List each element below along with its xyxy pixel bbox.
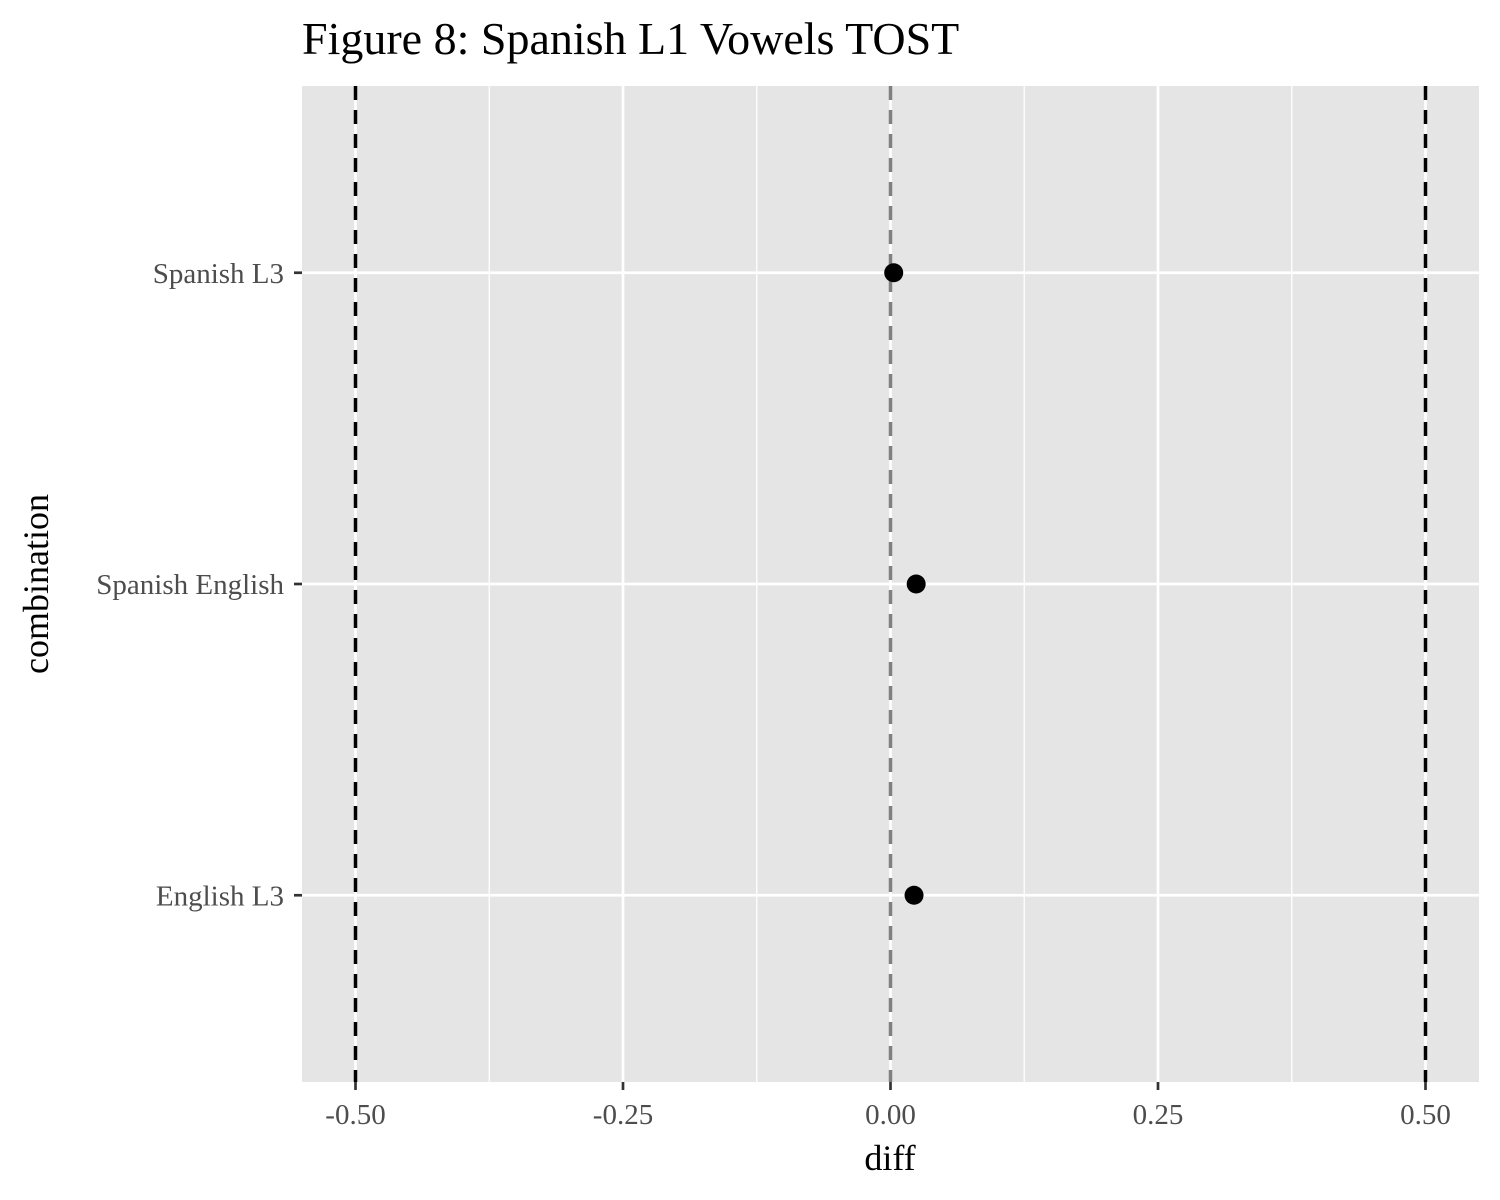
x-tick-label: -0.50 — [325, 1099, 385, 1131]
y-tick-label: English L3 — [156, 880, 284, 912]
x-axis-title: diff — [864, 1138, 915, 1178]
x-tick-label: 0.25 — [1133, 1099, 1184, 1131]
data-point — [884, 263, 904, 283]
y-tick-label: Spanish English — [96, 569, 284, 601]
y-axis-title: combination — [16, 494, 56, 674]
data-point — [904, 885, 924, 905]
y-tick-label: Spanish L3 — [153, 258, 284, 290]
x-tick-label: -0.25 — [593, 1099, 653, 1131]
x-tick-label: 0.50 — [1400, 1099, 1451, 1131]
data-points — [884, 263, 926, 905]
data-point — [906, 574, 926, 594]
axes: -0.50 -0.25 0.00 0.25 0.50 Spanish L3 Spanish … — [96, 258, 1451, 1131]
chart-title: Figure 8: Spanish L1 Vowels TOST — [302, 13, 959, 64]
x-tick-label: 0.00 — [865, 1099, 916, 1131]
